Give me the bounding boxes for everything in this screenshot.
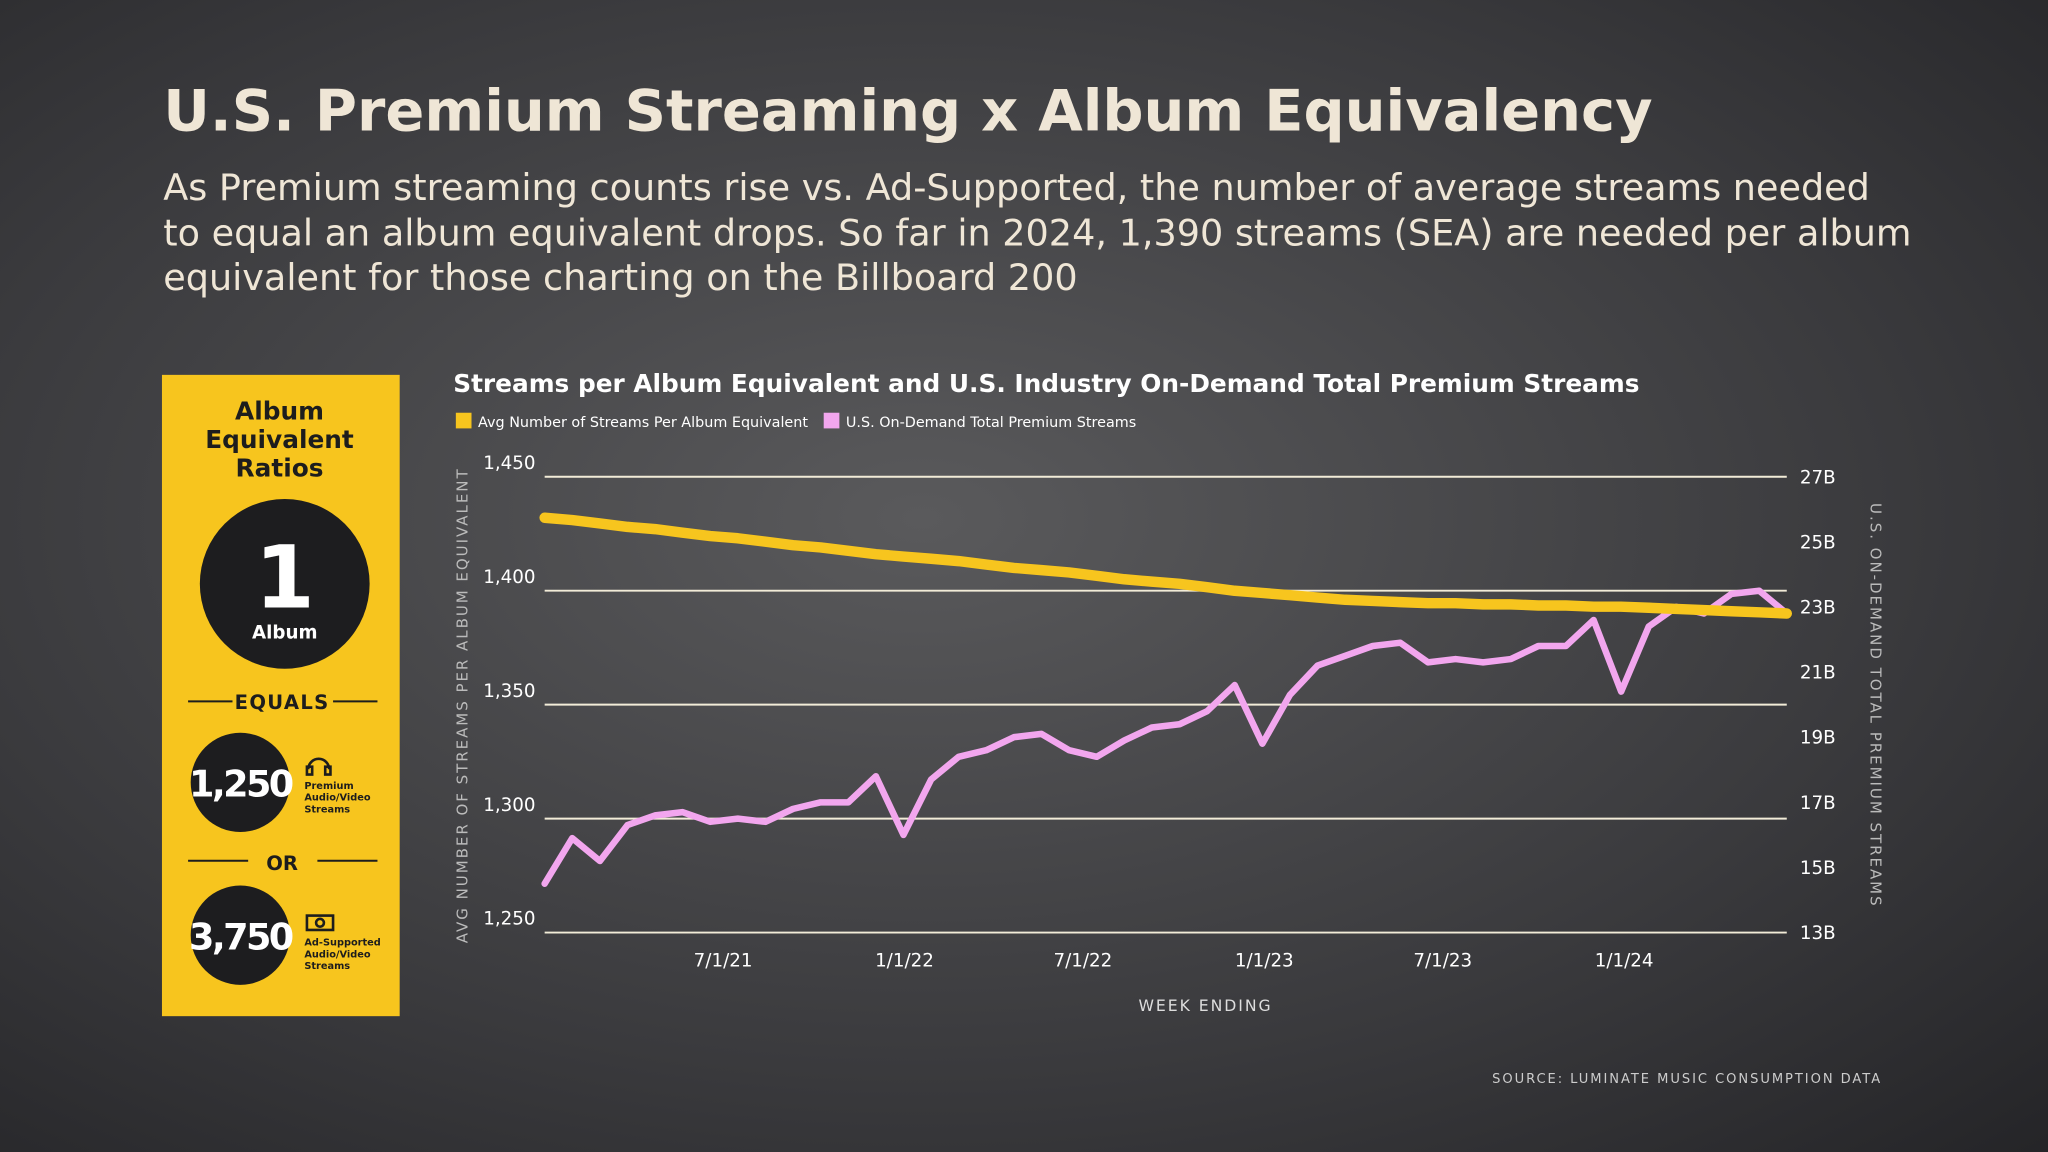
ad-circle: [190, 885, 290, 985]
y-tick-label: 1,250: [483, 909, 535, 930]
y2-tick-label: 15B: [1800, 858, 1836, 879]
premium-number: 1,250: [189, 763, 293, 806]
y2-tick-label: 17B: [1800, 793, 1836, 814]
ad-label: Audio/Video: [304, 949, 371, 960]
headphones-icon: [305, 757, 332, 776]
ad-label: Ad-Supported: [304, 938, 381, 949]
panel-heading: Equivalent: [205, 425, 354, 454]
panel-heading: Ratios: [236, 454, 324, 483]
title: U.S. Premium Streaming x Album Equivalen…: [163, 78, 1652, 145]
y2-tick-label: 27B: [1800, 467, 1836, 488]
x-tick-label: 1/1/23: [1235, 951, 1294, 972]
ad-number: 3,750: [189, 916, 293, 959]
y2-tick-label: 23B: [1800, 598, 1836, 619]
album-number: 1: [255, 528, 315, 628]
or-label: OR: [266, 852, 298, 875]
album-label: Album: [252, 623, 318, 644]
x-tick-label: 1/1/24: [1595, 951, 1654, 972]
panel-heading: Album: [235, 396, 324, 425]
y2-axis-title: U.S. ON-DEMAND TOTAL PREMIUM STREAMS: [1866, 503, 1884, 908]
y2-tick-label: 21B: [1800, 663, 1836, 684]
album-circle: [199, 498, 370, 669]
equals-label: EQUALS: [235, 691, 330, 714]
legend-swatch: [823, 412, 840, 429]
legend-swatch: [455, 412, 472, 429]
y-tick-label: 1,350: [483, 681, 535, 702]
x-tick-label: 7/1/22: [1054, 951, 1113, 972]
ratio-panel: Album Equivalent Ratios 1 Album EQUALS 1…: [161, 374, 400, 1017]
premium-label: Streams: [304, 804, 350, 815]
x-tick-label: 1/1/22: [875, 951, 934, 972]
subtitle: As Premium streaming counts rise vs. Ad-…: [163, 166, 1870, 209]
subtitle: to equal an album equivalent drops. So f…: [163, 212, 1911, 255]
x-tick-label: 7/1/21: [694, 951, 753, 972]
chart-title: Streams per Album Equivalent and U.S. In…: [453, 369, 1639, 398]
ad-label: Streams: [304, 961, 350, 972]
y-axis-title: AVG NUMBER OF STREAMS PER ALBUM EQUIVALE…: [454, 467, 472, 943]
x-axis-title: WEEK ENDING: [1138, 996, 1272, 1015]
x-tick-label: 7/1/23: [1413, 951, 1472, 972]
premium-label: Audio/Video: [304, 793, 371, 804]
premium-circle: [190, 732, 290, 832]
series-line: [539, 512, 1792, 619]
y-tick-label: 1,300: [483, 795, 535, 816]
legend-label: U.S. On-Demand Total Premium Streams: [846, 415, 1136, 431]
y-tick-label: 1,450: [483, 453, 535, 474]
y2-tick-label: 25B: [1800, 532, 1836, 553]
premium-label: Premium: [304, 781, 353, 792]
y2-tick-label: 13B: [1800, 923, 1836, 944]
subtitle: equivalent for those charting on the Bil…: [163, 256, 1077, 299]
money-icon: [305, 914, 335, 932]
series-line: [541, 587, 1791, 887]
legend-label: Avg Number of Streams Per Album Equivale…: [478, 415, 808, 431]
source: SOURCE: LUMINATE MUSIC CONSUMPTION DATA: [1492, 1072, 1882, 1087]
y2-tick-label: 19B: [1800, 728, 1836, 749]
y-tick-label: 1,400: [483, 567, 535, 588]
